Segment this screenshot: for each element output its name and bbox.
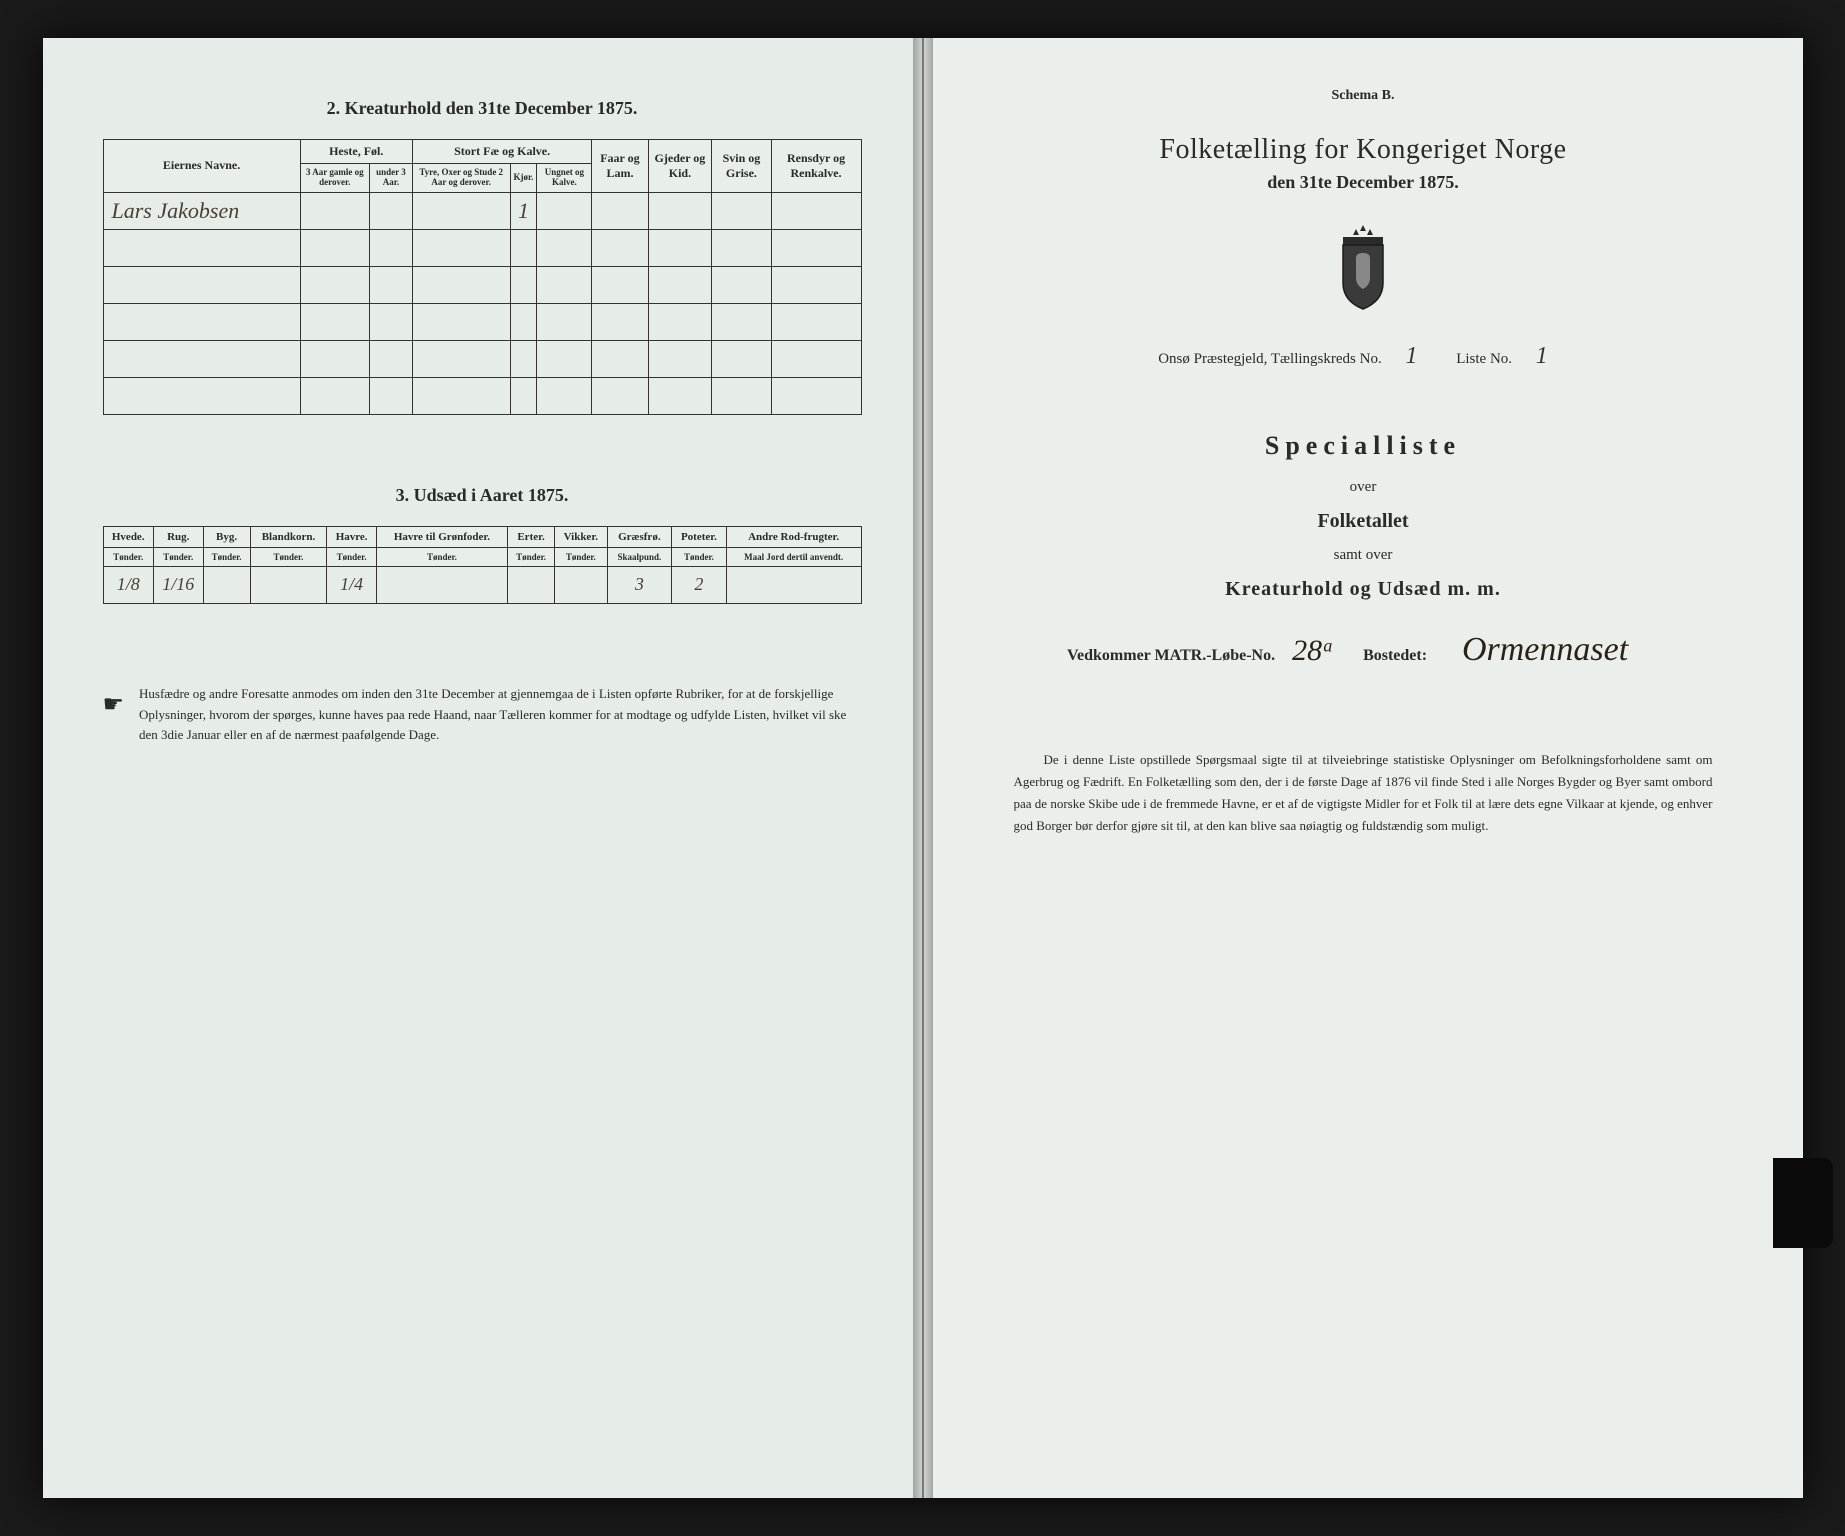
col-faar: Faar og Lam.: [592, 140, 648, 193]
val-rug: 1/16: [153, 566, 203, 603]
body-paragraph: De i denne Liste opstillede Spørgsmaal s…: [1014, 749, 1713, 837]
over-label: over: [984, 479, 1743, 496]
col-poteter: Poteter.: [672, 526, 727, 547]
matr-line: Vedkommer MATR.-Løbe-No. 28ᵃ Bostedet: O…: [984, 631, 1743, 669]
district-no: 1: [1385, 343, 1437, 371]
page-tab: [1773, 1158, 1833, 1248]
val-andre: [726, 566, 861, 603]
sub-stort1: Tyre, Oxer og Stude 2 Aar og derover.: [412, 164, 510, 193]
col-svin: Svin og Grise.: [712, 140, 771, 193]
col-graesfro: Græsfrø.: [607, 526, 672, 547]
val-erter: [508, 566, 555, 603]
col-rug: Rug.: [153, 526, 203, 547]
col-andre: Andre Rod-frugter.: [726, 526, 861, 547]
col-havre: Havre.: [327, 526, 376, 547]
unit: Tønder.: [203, 547, 250, 566]
unit: Tønder.: [103, 547, 153, 566]
unit: Tønder.: [672, 547, 727, 566]
unit: Maal Jord dertil anvendt.: [726, 547, 861, 566]
table-row: [103, 229, 861, 266]
bostedet-label: Bostedet:: [1363, 647, 1427, 664]
col-havre-gron: Havre til Grønfoder.: [376, 526, 507, 547]
specialliste-title: Specialliste: [984, 431, 1743, 461]
val-graesfro: 3: [607, 566, 672, 603]
col-vikker: Vikker.: [555, 526, 608, 547]
table-row: [103, 303, 861, 340]
kreaturhold-table: Eiernes Navne. Heste, Føl. Stort Fæ og K…: [103, 139, 862, 415]
folketallet-label: Folketallet: [984, 510, 1743, 533]
val-poteter: 2: [672, 566, 727, 603]
pointer-icon: ☛: [103, 686, 125, 746]
unit: Tønder.: [555, 547, 608, 566]
samt-label: samt over: [984, 547, 1743, 564]
unit: Tønder.: [250, 547, 327, 566]
kreatur-label: Kreaturhold og Udsæd m. m.: [984, 578, 1743, 601]
coat-of-arms-icon: [984, 223, 1743, 318]
val-hvede: 1/8: [103, 566, 153, 603]
unit: Tønder.: [376, 547, 507, 566]
val-blandkorn: [250, 566, 327, 603]
val-byg: [203, 566, 250, 603]
col-blandkorn: Blandkorn.: [250, 526, 327, 547]
col-owner: Eiernes Navne.: [103, 140, 300, 193]
sub-stort2: Kjør.: [510, 164, 537, 193]
col-heste: Heste, Føl.: [300, 140, 412, 164]
census-title: Folketælling for Kongeriget Norge: [984, 134, 1743, 166]
census-date: den 31te December 1875.: [984, 172, 1743, 193]
unit: Skaalpund.: [607, 547, 672, 566]
matr-prefix: Vedkommer MATR.-Løbe-No.: [1067, 647, 1275, 664]
col-rensdyr: Rensdyr og Renkalve.: [771, 140, 861, 193]
sub-heste1: 3 Aar gamle og derover.: [300, 164, 369, 193]
kjor-cell: 1: [510, 192, 537, 229]
table-row: [103, 377, 861, 414]
col-gjeder: Gjeder og Kid.: [648, 140, 712, 193]
footnote-text: Husfædre og andre Foresatte anmodes om i…: [139, 684, 861, 746]
left-page: 2. Kreaturhold den 31te December 1875. E…: [43, 38, 924, 1498]
sub-stort3: Ungnet og Kalve.: [537, 164, 592, 193]
matr-no: 28ᵃ: [1279, 634, 1347, 668]
val-havre-gron: [376, 566, 507, 603]
sub-heste2: under 3 Aar.: [370, 164, 413, 193]
col-hvede: Hvede.: [103, 526, 153, 547]
table-row: [103, 266, 861, 303]
schema-label: Schema B.: [984, 88, 1743, 104]
col-byg: Byg.: [203, 526, 250, 547]
section2-title: 2. Kreaturhold den 31te December 1875.: [103, 98, 862, 119]
val-havre: 1/4: [327, 566, 376, 603]
table-row: 1/8 1/16 1/4 3 2: [103, 566, 861, 603]
table-row: [103, 340, 861, 377]
owner-cell: Lars Jakobsen: [103, 192, 300, 229]
liste-label: Liste No.: [1456, 351, 1512, 367]
bostedet-value: Ormennaset: [1431, 631, 1659, 669]
district-line: Onsø Præstegjeld, Tællingskreds No. 1 Li…: [984, 343, 1743, 371]
liste-no: 1: [1516, 343, 1568, 371]
unit: Tønder.: [508, 547, 555, 566]
col-stort: Stort Fæ og Kalve.: [412, 140, 592, 164]
table-row: Lars Jakobsen 1: [103, 192, 861, 229]
udsaed-table: Hvede. Rug. Byg. Blandkorn. Havre. Havre…: [103, 526, 862, 604]
unit: Tønder.: [153, 547, 203, 566]
val-vikker: [555, 566, 608, 603]
footnote: ☛ Husfædre og andre Foresatte anmodes om…: [103, 684, 862, 746]
district-prefix: Onsø Præstegjeld, Tællingskreds No.: [1158, 351, 1381, 367]
section3-title: 3. Udsæd i Aaret 1875.: [103, 485, 862, 506]
col-erter: Erter.: [508, 526, 555, 547]
unit: Tønder.: [327, 547, 376, 566]
right-page: Schema B. Folketælling for Kongeriget No…: [924, 38, 1803, 1498]
